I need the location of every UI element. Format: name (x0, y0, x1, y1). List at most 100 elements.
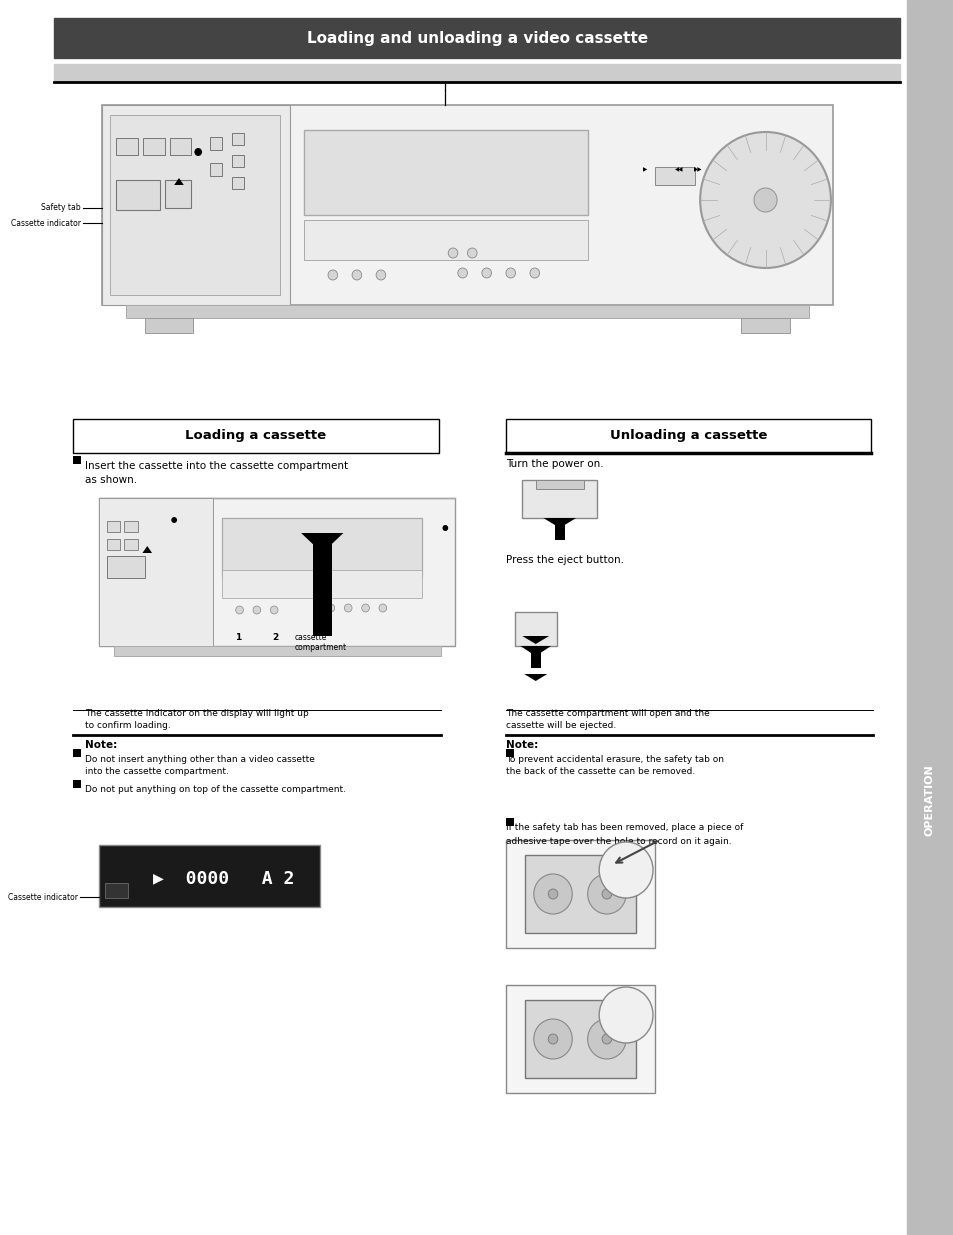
Circle shape (601, 1034, 611, 1044)
Circle shape (378, 604, 386, 613)
Text: If the safety tab has been removed, place a piece of: If the safety tab has been removed, plac… (505, 824, 742, 832)
Bar (116, 180, 159, 210)
Circle shape (548, 889, 558, 899)
Text: Note:: Note: (505, 740, 537, 750)
Circle shape (457, 268, 467, 278)
Bar (514, 613, 557, 646)
Polygon shape (142, 546, 152, 553)
Bar (524, 1000, 635, 1078)
Bar (145, 317, 193, 333)
Bar (73, 781, 81, 788)
Text: Note:: Note: (85, 740, 117, 750)
Text: 2: 2 (272, 632, 278, 641)
Bar (524, 855, 635, 932)
Circle shape (587, 874, 625, 914)
Text: Do not put anything on top of the cassette compartment.: Do not put anything on top of the casset… (85, 785, 345, 794)
Bar (54, 64, 900, 82)
Circle shape (375, 270, 385, 280)
Circle shape (235, 606, 243, 614)
Text: cassette: cassette (294, 632, 327, 641)
Bar (73, 419, 438, 453)
Bar (531, 646, 540, 668)
Text: Turn the power on.: Turn the power on. (505, 459, 603, 469)
Text: Insert the cassette into the cassette compartment: Insert the cassette into the cassette co… (85, 461, 348, 471)
Text: The cassette indicator on the display will light up: The cassette indicator on the display wi… (85, 709, 308, 718)
Text: to confirm loading.: to confirm loading. (85, 721, 171, 730)
Circle shape (530, 268, 539, 278)
Polygon shape (301, 534, 343, 553)
Bar (171, 138, 192, 156)
Circle shape (327, 604, 335, 613)
Bar (99, 498, 213, 646)
Circle shape (548, 1034, 558, 1044)
Circle shape (194, 148, 202, 156)
Bar (143, 138, 164, 156)
Circle shape (587, 1019, 625, 1058)
Bar (124, 538, 137, 550)
Bar (304, 220, 587, 261)
Bar (555, 517, 564, 540)
Text: Press the eject button.: Press the eject button. (505, 555, 623, 564)
Bar (164, 180, 192, 207)
Bar (222, 571, 422, 598)
Circle shape (270, 606, 277, 614)
Text: 1: 1 (235, 632, 241, 641)
Text: Loading and unloading a video cassette: Loading and unloading a video cassette (306, 31, 647, 46)
Polygon shape (174, 178, 184, 185)
Circle shape (753, 188, 777, 212)
Text: compartment: compartment (294, 643, 346, 652)
Circle shape (598, 987, 653, 1044)
Polygon shape (523, 674, 547, 680)
Bar (232, 177, 244, 189)
Circle shape (442, 525, 448, 531)
Bar (655, 167, 695, 185)
Bar (521, 480, 597, 517)
Bar (105, 883, 128, 898)
Circle shape (361, 604, 369, 613)
Bar (102, 105, 832, 305)
Text: Unloading a cassette: Unloading a cassette (609, 430, 766, 442)
Text: ▶  0000   A 2: ▶ 0000 A 2 (153, 869, 294, 887)
Circle shape (467, 248, 476, 258)
Bar (110, 115, 279, 295)
Bar (232, 156, 244, 167)
Bar (222, 517, 422, 576)
Text: adhesive tape over the hole to record on it again.: adhesive tape over the hole to record on… (505, 836, 731, 846)
Bar (740, 317, 789, 333)
Text: Cassette indicator: Cassette indicator (8, 893, 78, 902)
Circle shape (253, 606, 260, 614)
Circle shape (448, 248, 457, 258)
Bar (505, 419, 870, 453)
Circle shape (352, 270, 361, 280)
Circle shape (601, 889, 611, 899)
Bar (906, 0, 953, 1235)
Bar (126, 305, 808, 317)
Text: into the cassette compartment.: into the cassette compartment. (85, 767, 229, 777)
Text: To prevent accidental erasure, the safety tab on: To prevent accidental erasure, the safet… (505, 755, 723, 763)
Bar (304, 130, 587, 215)
Bar (99, 845, 320, 906)
Bar (99, 498, 455, 646)
Bar (124, 521, 137, 532)
Circle shape (172, 517, 177, 522)
Text: Cassette indicator: Cassette indicator (10, 219, 81, 227)
Bar (73, 748, 81, 757)
Text: The cassette compartment will open and the: The cassette compartment will open and t… (505, 709, 709, 718)
Text: Loading a cassette: Loading a cassette (185, 430, 326, 442)
Bar (107, 556, 145, 578)
Polygon shape (543, 517, 576, 529)
Text: cassette will be ejected.: cassette will be ejected. (505, 721, 616, 730)
Polygon shape (519, 646, 551, 656)
Circle shape (505, 268, 515, 278)
Text: Safety tab: Safety tab (41, 204, 81, 212)
Text: as shown.: as shown. (85, 475, 136, 485)
Text: OPERATION: OPERATION (924, 764, 934, 836)
Bar (107, 521, 120, 532)
Text: ◀◀: ◀◀ (674, 168, 682, 173)
Text: the back of the cassette can be removed.: the back of the cassette can be removed. (505, 767, 695, 777)
Bar (73, 456, 81, 464)
Circle shape (534, 874, 572, 914)
Bar (102, 105, 290, 305)
Text: Do not insert anything other than a video cassette: Do not insert anything other than a vide… (85, 755, 314, 763)
Text: ▶: ▶ (642, 168, 647, 173)
